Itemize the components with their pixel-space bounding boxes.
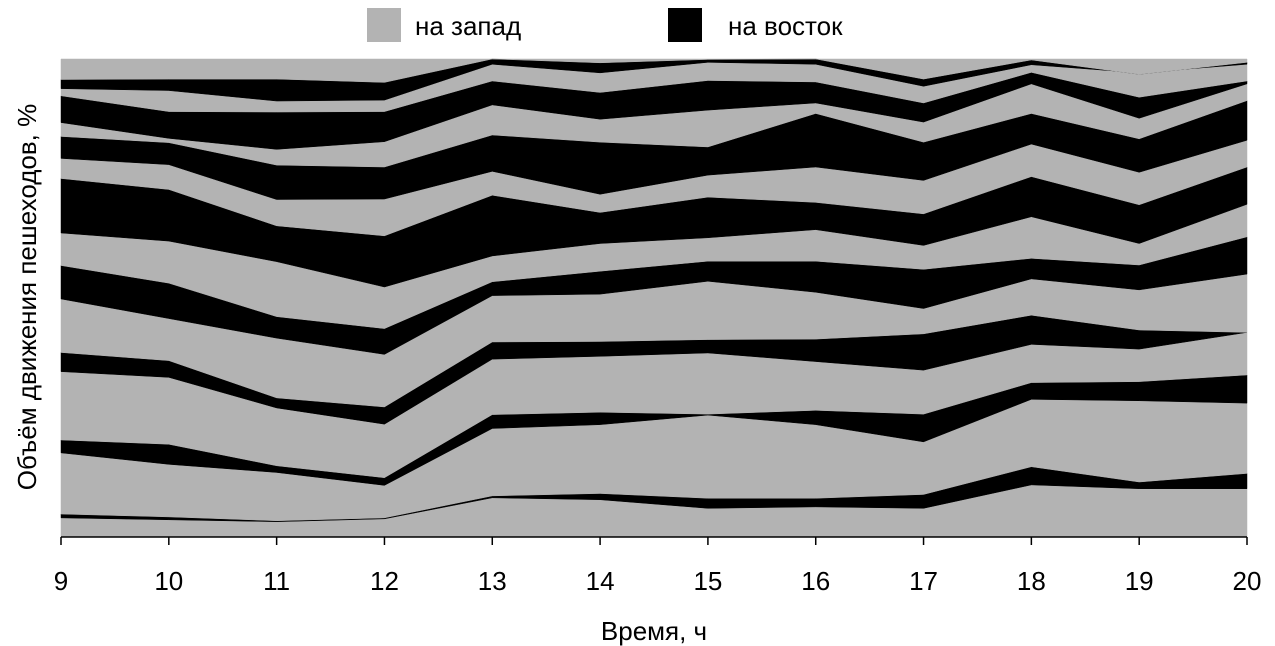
x-tick-label: 15 [693, 566, 722, 596]
legend-swatch-east [668, 8, 702, 42]
legend-label-west: на запад [415, 11, 521, 41]
x-tick-label: 16 [801, 566, 830, 596]
x-tick-label: 14 [586, 566, 615, 596]
x-axis-title: Время, ч [601, 616, 707, 646]
x-tick-label: 19 [1125, 566, 1154, 596]
x-axis-ticks: 9 10 11 12 13 14 15 16 17 18 19 20 [54, 537, 1262, 596]
area-band-west-9 [60, 58, 1248, 83]
x-tick-label: 13 [478, 566, 507, 596]
legend-swatch-west [367, 8, 401, 42]
x-tick-label: 17 [909, 566, 938, 596]
x-tick-label: 18 [1017, 566, 1046, 596]
x-tick-label: 10 [154, 566, 183, 596]
y-axis-title: Объём движения пешеходов, % [12, 104, 42, 491]
x-tick-label: 20 [1233, 566, 1262, 596]
plot-area [60, 58, 1248, 538]
legend-label-east: на восток [728, 11, 843, 41]
x-tick-label: 12 [370, 566, 399, 596]
x-tick-label: 9 [54, 566, 68, 596]
x-tick-label: 11 [263, 566, 290, 596]
legend: на запад на восток [367, 8, 843, 42]
